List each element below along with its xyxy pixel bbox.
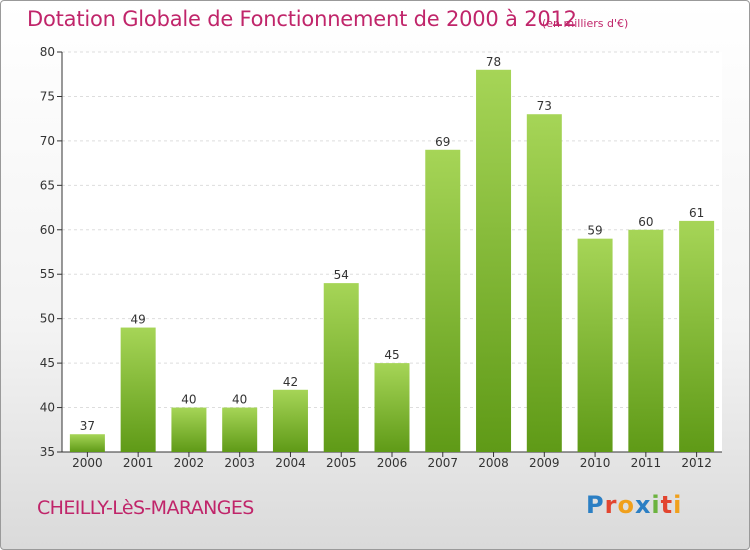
data-label: 73 (537, 99, 552, 113)
x-tick-label: 2006 (377, 456, 408, 470)
x-tick-label: 2011 (631, 456, 662, 470)
bar (272, 389, 308, 452)
bar (526, 114, 562, 452)
data-label: 59 (587, 224, 602, 238)
chart-unit: (en milliers d'€) (542, 17, 629, 30)
data-label: 69 (435, 135, 450, 149)
y-tick-label: 60 (40, 223, 55, 237)
bar (577, 238, 613, 452)
x-tick-label: 2009 (529, 456, 560, 470)
bar (69, 434, 105, 452)
chart-title: Dotation Globale de Fonctionnement de 20… (27, 7, 577, 31)
y-tick-label: 35 (40, 445, 55, 459)
x-tick-label: 2000 (72, 456, 103, 470)
x-tick-label: 2005 (326, 456, 357, 470)
data-label: 40 (181, 393, 196, 407)
bar (120, 327, 156, 452)
x-tick-label: 2012 (681, 456, 712, 470)
bar (323, 283, 359, 452)
commune-name: CHEILLY-LèS-MARANGES (37, 497, 254, 519)
y-tick-label: 40 (40, 401, 55, 415)
data-label: 37 (80, 419, 95, 433)
x-tick-label: 2003 (224, 456, 255, 470)
y-tick-label: 75 (40, 89, 55, 103)
data-label: 42 (283, 375, 298, 389)
bar (476, 69, 512, 453)
x-tick-label: 2004 (275, 456, 306, 470)
x-tick-label: 2001 (123, 456, 154, 470)
x-tick-label: 2010 (580, 456, 611, 470)
bar (171, 407, 207, 452)
y-tick-label: 65 (40, 178, 55, 192)
y-tick-label: 70 (40, 134, 55, 148)
bar (679, 220, 715, 452)
x-tick-label: 2002 (174, 456, 205, 470)
data-label: 61 (689, 206, 704, 220)
x-tick-label: 2007 (427, 456, 458, 470)
x-tick-label: 2008 (478, 456, 509, 470)
y-tick-label: 80 (40, 45, 55, 59)
data-label: 60 (638, 215, 653, 229)
data-label: 78 (486, 55, 501, 69)
bar (425, 149, 461, 452)
data-label: 40 (232, 393, 247, 407)
data-label: 49 (131, 313, 146, 327)
bar (222, 407, 258, 452)
data-label: 54 (334, 268, 349, 282)
y-tick-label: 50 (40, 312, 55, 326)
bar (628, 229, 664, 452)
y-tick-label: 55 (40, 267, 55, 281)
proxiti-logo[interactable]: Proxiti (586, 491, 683, 519)
y-tick-label: 45 (40, 356, 55, 370)
bar (374, 363, 410, 452)
data-label: 45 (384, 348, 399, 362)
